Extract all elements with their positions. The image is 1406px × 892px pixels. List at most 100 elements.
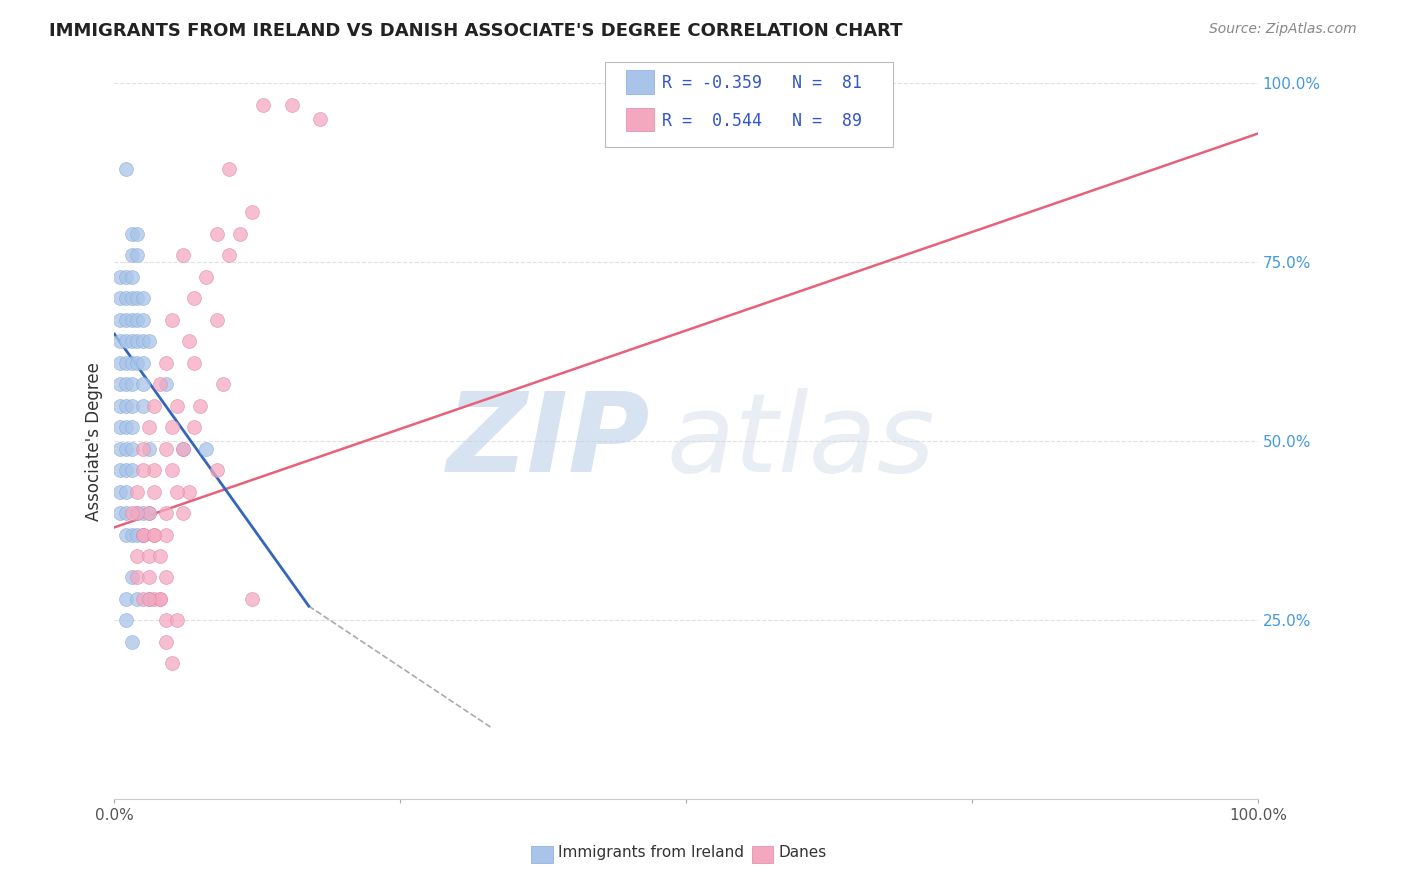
Point	[115, 442, 138, 456]
Point	[127, 570, 149, 584]
Point	[121, 312, 143, 326]
Point	[115, 420, 138, 434]
Point	[160, 463, 183, 477]
Point	[115, 484, 138, 499]
Point	[121, 334, 143, 349]
Point	[138, 591, 160, 606]
Text: Danes: Danes	[779, 846, 827, 860]
Point	[132, 334, 155, 349]
Point	[218, 162, 240, 177]
Point	[160, 420, 183, 434]
Point	[132, 377, 155, 392]
Point	[115, 334, 138, 349]
Point	[108, 377, 131, 392]
Point	[155, 377, 177, 392]
Point	[121, 442, 143, 456]
Point	[127, 506, 149, 520]
Point	[194, 269, 217, 284]
Point	[115, 614, 138, 628]
Point	[115, 269, 138, 284]
Point	[121, 463, 143, 477]
Point	[149, 549, 172, 563]
Point	[166, 484, 188, 499]
Point	[115, 463, 138, 477]
Point	[121, 291, 143, 305]
Point	[160, 312, 183, 326]
Point	[155, 614, 177, 628]
Point	[229, 227, 252, 241]
Point	[138, 334, 160, 349]
Point	[108, 506, 131, 520]
Text: Immigrants from Ireland: Immigrants from Ireland	[558, 846, 744, 860]
Text: R =  0.544   N =  89: R = 0.544 N = 89	[662, 112, 862, 129]
Point	[132, 527, 155, 541]
Point	[143, 463, 166, 477]
Point	[188, 399, 211, 413]
Point	[138, 570, 160, 584]
Point	[115, 591, 138, 606]
Text: ZIP: ZIP	[447, 388, 651, 495]
Point	[132, 463, 155, 477]
Point	[155, 442, 177, 456]
Point	[207, 312, 229, 326]
Point	[127, 591, 149, 606]
Point	[127, 248, 149, 262]
Point	[108, 463, 131, 477]
Point	[115, 377, 138, 392]
Point	[108, 442, 131, 456]
Point	[132, 312, 155, 326]
Point	[127, 484, 149, 499]
Point	[121, 248, 143, 262]
Point	[132, 527, 155, 541]
Point	[172, 442, 194, 456]
Point	[172, 506, 194, 520]
Point	[132, 591, 155, 606]
Point	[132, 399, 155, 413]
Point	[132, 527, 155, 541]
Point	[121, 635, 143, 649]
Point	[115, 291, 138, 305]
Point	[121, 420, 143, 434]
Point	[183, 356, 205, 370]
Point	[155, 570, 177, 584]
Point	[183, 291, 205, 305]
Point	[115, 312, 138, 326]
Point	[143, 527, 166, 541]
Point	[108, 269, 131, 284]
Point	[115, 506, 138, 520]
Point	[194, 442, 217, 456]
Point	[280, 98, 302, 112]
Point	[207, 227, 229, 241]
Point	[138, 549, 160, 563]
Point	[108, 399, 131, 413]
Point	[172, 442, 194, 456]
Point	[121, 399, 143, 413]
Point	[138, 591, 160, 606]
Text: Source: ZipAtlas.com: Source: ZipAtlas.com	[1209, 22, 1357, 37]
Y-axis label: Associate's Degree: Associate's Degree	[86, 362, 103, 521]
Point	[155, 506, 177, 520]
Point	[177, 334, 200, 349]
Point	[155, 527, 177, 541]
Point	[138, 420, 160, 434]
Point	[108, 291, 131, 305]
Point	[183, 420, 205, 434]
Point	[127, 227, 149, 241]
Point	[149, 377, 172, 392]
Text: R = -0.359   N =  81: R = -0.359 N = 81	[662, 74, 862, 92]
Point	[143, 591, 166, 606]
Point	[121, 527, 143, 541]
Point	[127, 334, 149, 349]
Point	[160, 657, 183, 671]
Point	[132, 356, 155, 370]
Point	[127, 549, 149, 563]
Point	[143, 484, 166, 499]
Point	[121, 356, 143, 370]
Point	[132, 506, 155, 520]
Point	[115, 527, 138, 541]
Point	[121, 570, 143, 584]
Point	[108, 312, 131, 326]
Point	[212, 377, 235, 392]
Point	[155, 356, 177, 370]
Point	[138, 506, 160, 520]
